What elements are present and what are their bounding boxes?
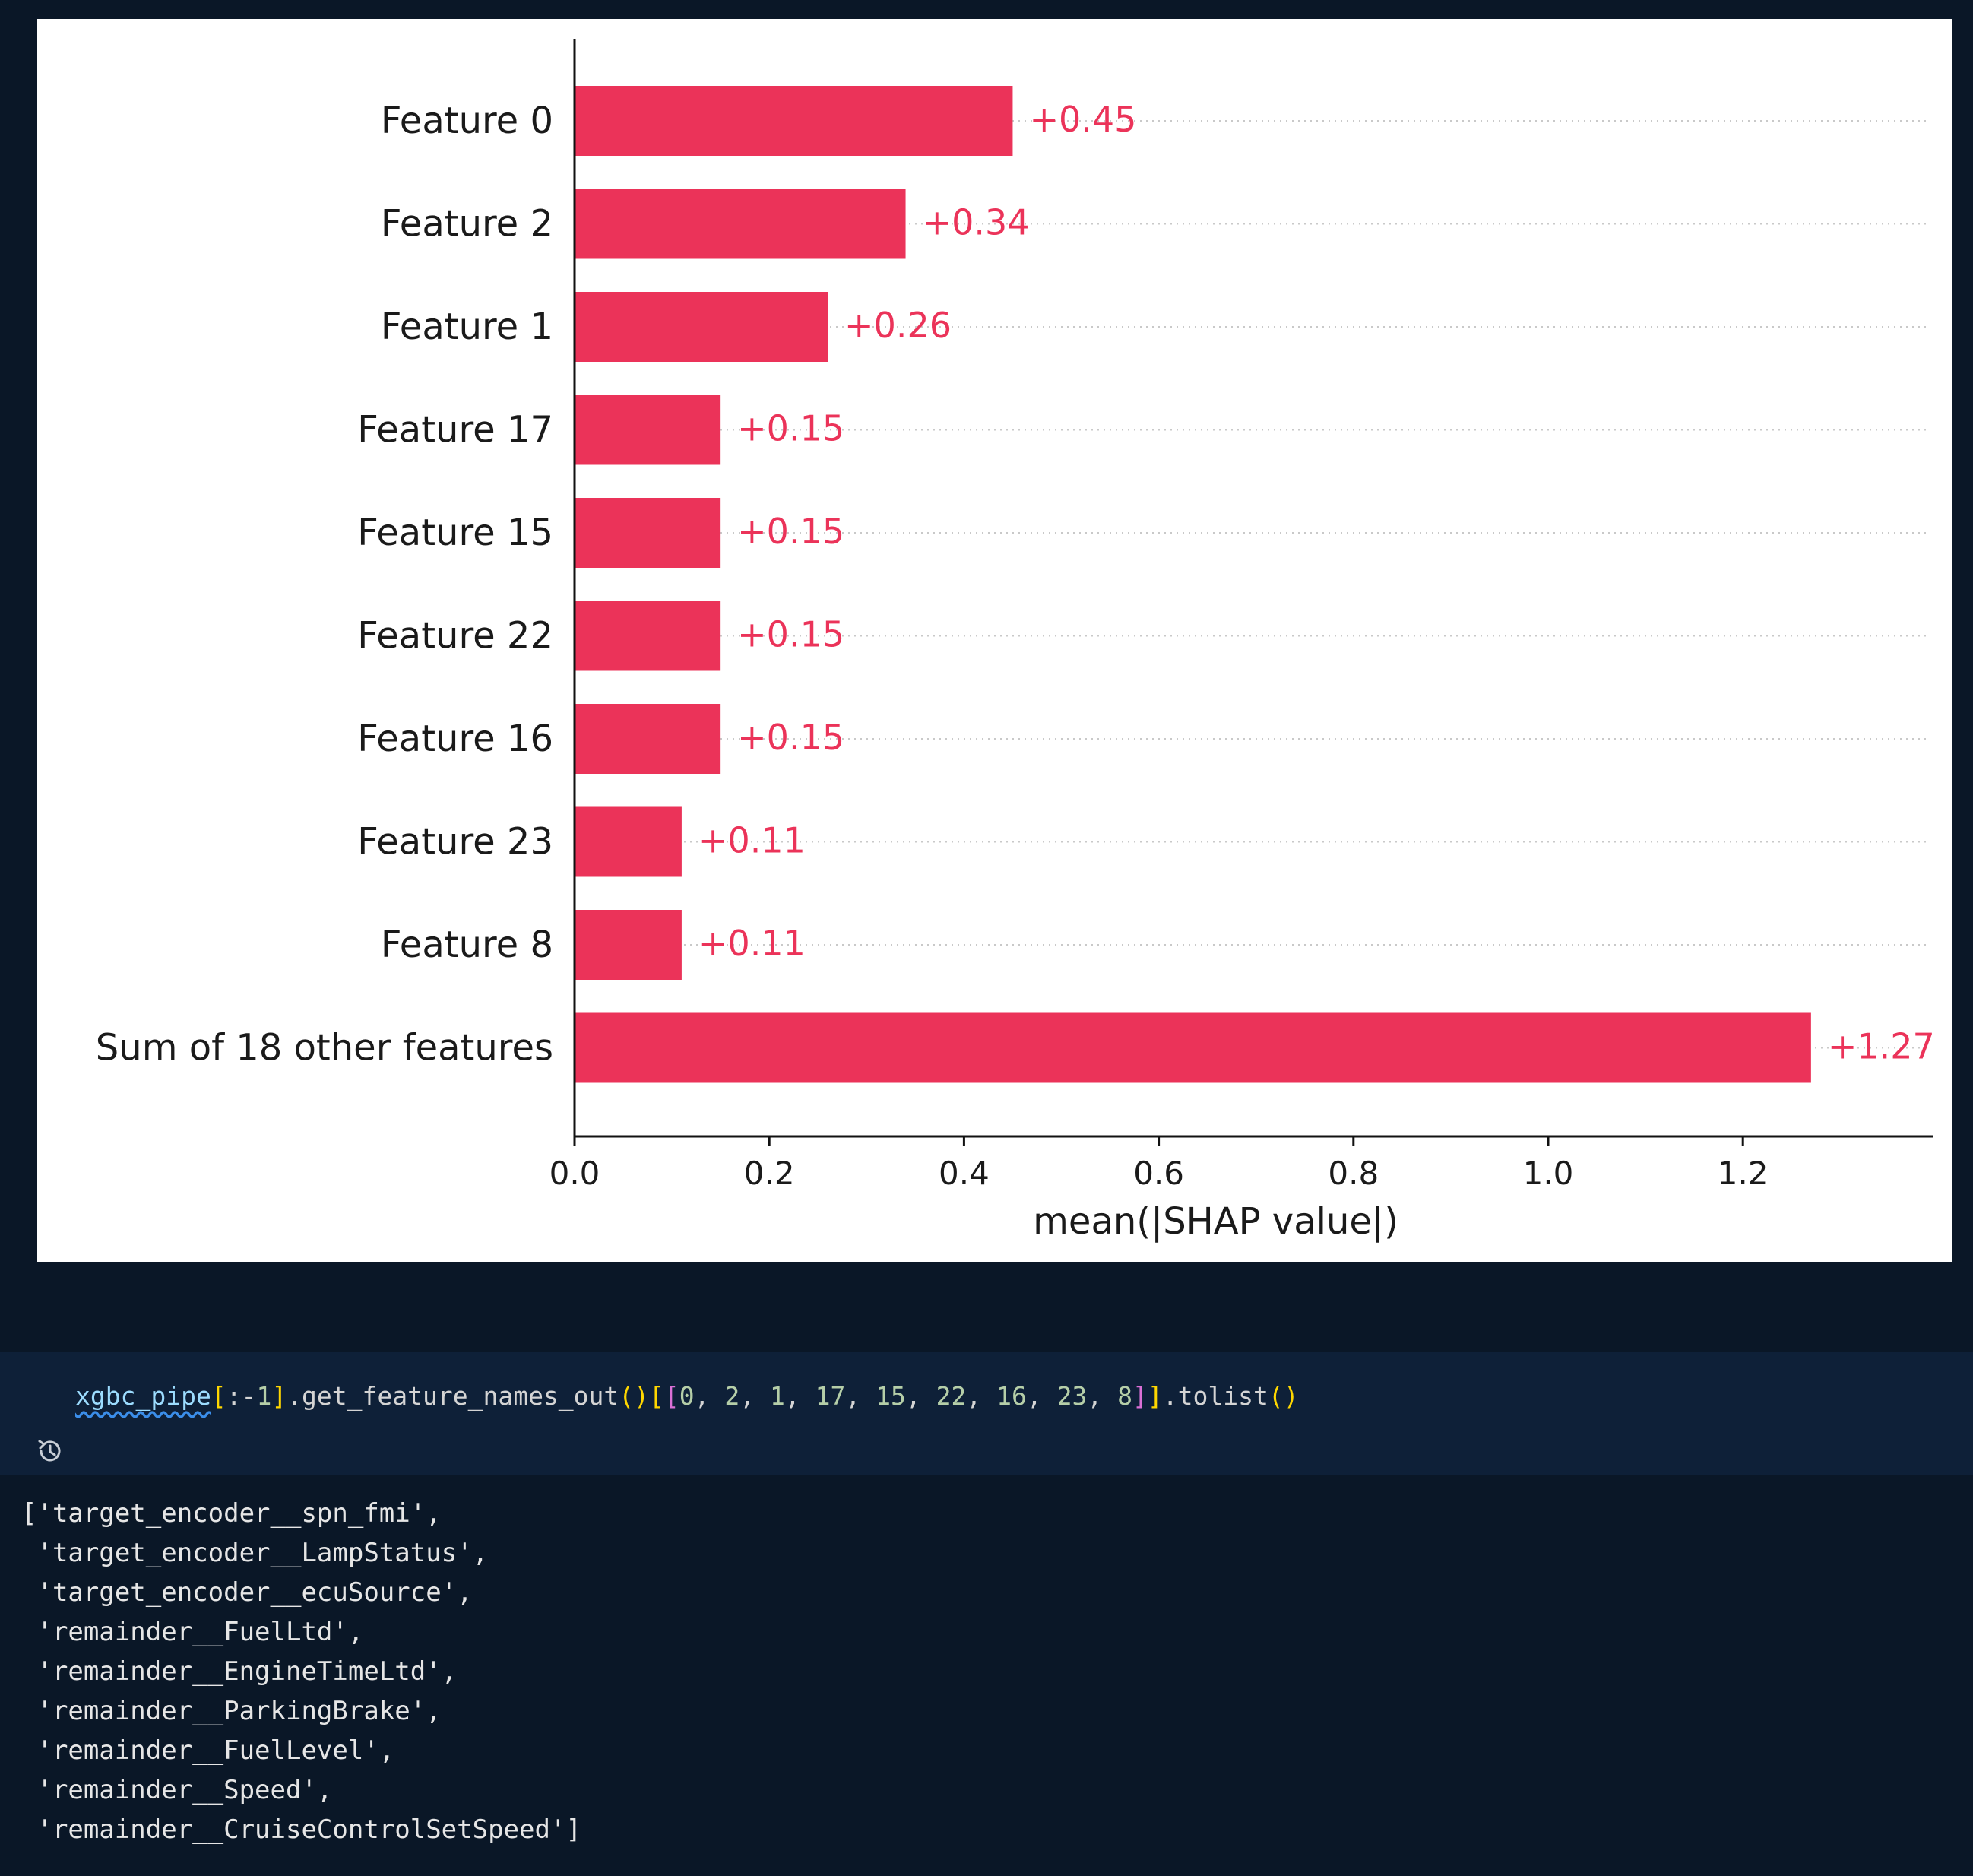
output-line: 'remainder__Speed', [21,1775,333,1805]
code-token: , [966,1381,997,1411]
code-token: , [845,1381,876,1411]
bar [575,292,828,362]
code-token: .tolist [1162,1381,1268,1411]
code-token: 1 [256,1381,272,1411]
value-label: +0.15 [737,717,844,758]
x-tick-label: 0.6 [1133,1155,1184,1192]
output-line: 'remainder__FuelLtd', [21,1617,364,1647]
code-token: 1 [770,1381,785,1411]
code-token: :- [226,1381,257,1411]
value-label: +0.11 [698,820,806,861]
code-token: ] [271,1381,287,1411]
code-token: , [694,1381,725,1411]
code-token: , [784,1381,815,1411]
shap-bar-chart: Feature 0 +0.45 Feature 2 +0.34 Feature 1 +0.… [37,19,1952,1262]
code-token: 17 [815,1381,846,1411]
bar [575,704,721,774]
value-label: +0.11 [698,923,806,964]
value-label: +0.34 [923,202,1030,243]
code-token: , [1026,1381,1057,1411]
output-line: 'target_encoder__ecuSource', [21,1577,473,1608]
output-line: 'remainder__FuelLevel', [21,1735,395,1766]
x-tick-label: 0.4 [939,1155,990,1192]
code-token: .get_feature_names_out [287,1381,619,1411]
category-label: Sum of 18 other features [96,1027,553,1070]
code-token: xgbc_pipe [75,1381,211,1411]
cell-output: ['target_encoder__spn_fmi', 'target_enco… [21,1494,581,1849]
category-label: Feature 2 [381,203,553,246]
code-token: [ [663,1381,679,1411]
category-label: Feature 8 [381,924,553,966]
code-token: 16 [996,1381,1027,1411]
code-input[interactable]: xgbc_pipe[:-1].get_feature_names_out()[[… [75,1381,1299,1411]
x-tick-label: 0.0 [549,1155,600,1192]
bar [575,1012,1811,1083]
output-line: ['target_encoder__spn_fmi', [21,1498,442,1529]
category-label: Feature 0 [381,100,553,142]
category-label: Feature 1 [381,306,553,348]
bar [575,806,682,877]
output-line: 'target_encoder__LampStatus', [21,1538,489,1568]
bar [575,601,721,671]
x-tick-label: 0.2 [744,1155,795,1192]
code-token: 0 [679,1381,695,1411]
code-token: 15 [876,1381,906,1411]
code-token: , [1087,1381,1118,1411]
code-cell[interactable]: xgbc_pipe[:-1].get_feature_names_out()[[… [0,1352,1973,1475]
value-label: +0.45 [1029,99,1136,140]
value-label: +0.26 [844,305,952,346]
bar [575,910,682,980]
code-token: ] [1147,1381,1163,1411]
x-tick-label: 0.8 [1328,1155,1379,1192]
history-icon[interactable] [35,1436,65,1466]
code-token: 23 [1056,1381,1088,1411]
x-axis-label: mean(|SHAP value|) [1033,1200,1398,1243]
bar [575,189,906,259]
code-token: () [1268,1381,1299,1411]
code-token: 22 [936,1381,967,1411]
value-label: +0.15 [737,511,844,552]
output-line: 'remainder__EngineTimeLtd', [21,1656,458,1687]
code-token: [ [211,1381,226,1411]
category-label: Feature 15 [357,512,553,554]
output-line: 'remainder__CruiseControlSetSpeed'] [21,1814,581,1845]
code-token: , [739,1381,771,1411]
code-token: 2 [724,1381,740,1411]
bar [575,395,721,465]
category-label: Feature 23 [357,821,553,864]
output-line: 'remainder__ParkingBrake', [21,1696,442,1726]
code-token: () [619,1381,650,1411]
bar [575,86,1013,156]
code-token: 8 [1117,1381,1133,1411]
category-label: Feature 22 [357,615,553,658]
value-label: +0.15 [737,408,844,449]
bar [575,498,721,568]
code-token: , [905,1381,936,1411]
code-token: ] [1132,1381,1148,1411]
category-label: Feature 17 [357,409,553,452]
value-label: +0.15 [737,614,844,655]
x-tick-label: 1.0 [1523,1155,1574,1192]
code-token: [ [649,1381,664,1411]
value-label: +1.27 [1828,1026,1935,1067]
category-label: Feature 16 [357,718,553,760]
chart-canvas: Feature 0 +0.45 Feature 2 +0.34 Feature 1 +0.… [96,39,1935,1243]
x-tick-label: 1.2 [1718,1155,1769,1192]
